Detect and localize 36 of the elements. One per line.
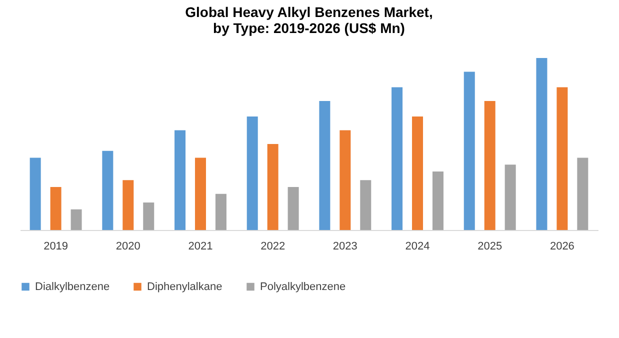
bar [30,158,41,230]
bar [143,202,154,230]
x-tick-label: 2020 [116,240,140,252]
bar [392,87,403,230]
x-tick-label: 2026 [550,240,574,252]
bar [288,187,299,230]
x-tick-label: 2021 [188,240,213,252]
x-tick-label: 2024 [405,240,430,252]
bar [122,180,134,230]
x-tick-label: 2025 [478,240,502,252]
bar [50,187,62,230]
legend-label: Dialkylbenzene [35,280,110,293]
bar [267,144,278,230]
legend-label: Polyalkylbenzene [260,280,346,293]
bar [504,164,516,230]
x-tick-label: 2023 [332,240,358,252]
bar [194,158,206,230]
bar [319,101,330,230]
bar [464,72,475,230]
bar [412,116,424,230]
bar [556,87,568,230]
legend-label: Diphenylalkane [147,280,222,293]
bar [577,158,588,230]
bar [340,130,351,230]
x-tick-label: 2019 [44,240,68,252]
bar [360,180,372,230]
bar [174,130,186,230]
bar [432,172,444,230]
bar [215,194,226,230]
bar [536,58,548,230]
chart-title: Global Heavy Alkyl Benzenes Market, by Type: 2019-2026 (US$ Mn) [185,4,433,36]
bar [484,101,496,230]
bar [70,209,82,230]
bar [102,150,114,230]
x-tick-label: 2022 [260,240,286,252]
bar [246,116,258,230]
